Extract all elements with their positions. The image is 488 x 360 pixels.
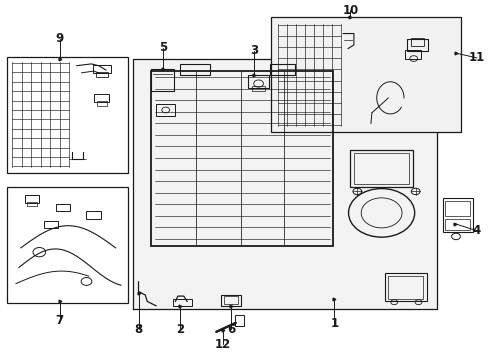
Bar: [442, 198, 472, 232]
Bar: [97, 101, 107, 106]
Bar: [86, 211, 101, 219]
Text: 3: 3: [250, 44, 258, 57]
Text: 7: 7: [56, 314, 63, 327]
Text: 6: 6: [226, 323, 235, 336]
Text: 8: 8: [134, 323, 142, 336]
Bar: [404, 50, 420, 59]
Text: 2: 2: [176, 323, 184, 336]
Text: 10: 10: [342, 4, 358, 17]
Bar: [248, 75, 268, 88]
Bar: [234, 315, 244, 326]
Bar: [354, 153, 408, 184]
Bar: [180, 64, 210, 75]
Polygon shape: [132, 59, 436, 309]
Bar: [25, 195, 39, 203]
Bar: [407, 39, 427, 51]
Text: 12: 12: [214, 338, 230, 351]
Bar: [224, 296, 237, 303]
Bar: [350, 150, 412, 187]
Bar: [271, 18, 460, 132]
Bar: [156, 104, 175, 116]
Bar: [44, 221, 58, 228]
Bar: [7, 57, 127, 173]
Bar: [445, 202, 468, 216]
Bar: [93, 65, 111, 73]
Bar: [7, 187, 127, 303]
Bar: [387, 276, 423, 298]
Text: 9: 9: [56, 32, 64, 45]
Text: 11: 11: [468, 51, 484, 64]
Bar: [56, 203, 70, 211]
Text: 1: 1: [330, 317, 338, 330]
Bar: [94, 94, 109, 102]
Bar: [384, 273, 427, 301]
Bar: [221, 295, 240, 306]
Bar: [251, 86, 265, 91]
Bar: [96, 72, 108, 77]
Bar: [410, 38, 424, 46]
Bar: [173, 298, 191, 306]
Bar: [445, 219, 468, 230]
Text: 5: 5: [159, 41, 166, 54]
Bar: [151, 69, 174, 91]
Bar: [269, 64, 294, 75]
Bar: [151, 71, 333, 246]
Text: 4: 4: [472, 224, 480, 237]
Bar: [27, 202, 37, 206]
